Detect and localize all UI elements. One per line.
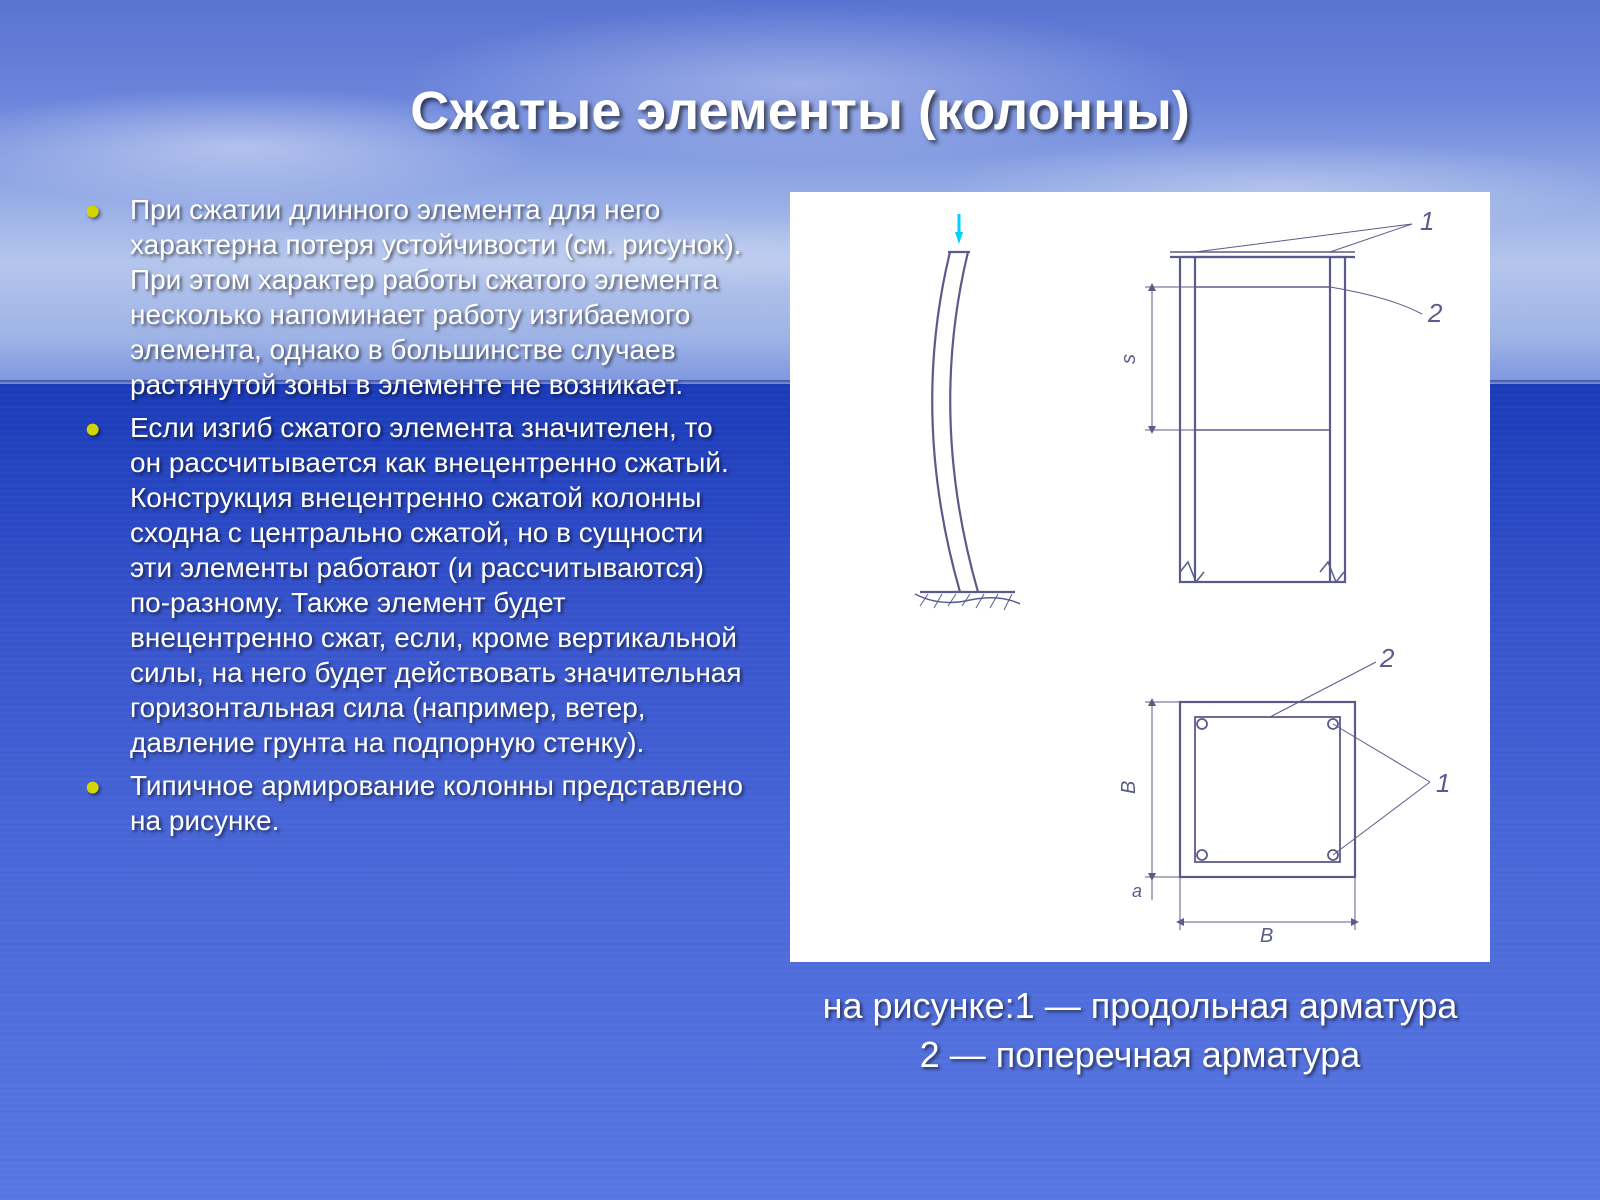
content-area: При сжатии длинного элемента для него ха… xyxy=(60,192,1540,1079)
column-elevation: 1 2 s xyxy=(1118,206,1443,582)
caption-line-2: 2 — поперечная арматура xyxy=(823,1031,1458,1080)
bullet-item: При сжатии длинного элемента для него ха… xyxy=(80,192,750,402)
slide-title: Сжатые элементы (колонны) xyxy=(60,80,1540,142)
dim-B-h: B xyxy=(1260,925,1273,947)
dim-B-v: B xyxy=(1118,781,1140,794)
label-2b: 2 xyxy=(1379,643,1395,673)
caption-line-1: на рисунке:1 — продольная арматура xyxy=(823,982,1458,1031)
buckled-column xyxy=(915,214,1020,610)
dim-s: s xyxy=(1118,354,1140,364)
bullet-item: Типичное армирование колонны представлен… xyxy=(80,768,750,838)
technical-diagram: 1 2 s xyxy=(790,192,1490,962)
dim-a: a xyxy=(1132,881,1142,901)
column-cross-section: 2 1 B xyxy=(1118,643,1450,947)
text-column: При сжатии длинного элемента для него ха… xyxy=(60,192,750,1079)
figure-caption: на рисунке:1 — продольная арматура 2 — п… xyxy=(823,982,1458,1079)
label-2: 2 xyxy=(1427,298,1443,328)
figure-column: 1 2 s xyxy=(780,192,1500,1079)
slide: Сжатые элементы (колонны) При сжатии дли… xyxy=(0,0,1600,1200)
bullet-item: Если изгиб сжатого элемента значителен, … xyxy=(80,410,750,760)
bullet-list: При сжатии длинного элемента для него ха… xyxy=(80,192,750,838)
column-diagram-svg: 1 2 s xyxy=(800,202,1480,952)
label-1b: 1 xyxy=(1436,768,1450,798)
label-1: 1 xyxy=(1420,206,1434,236)
